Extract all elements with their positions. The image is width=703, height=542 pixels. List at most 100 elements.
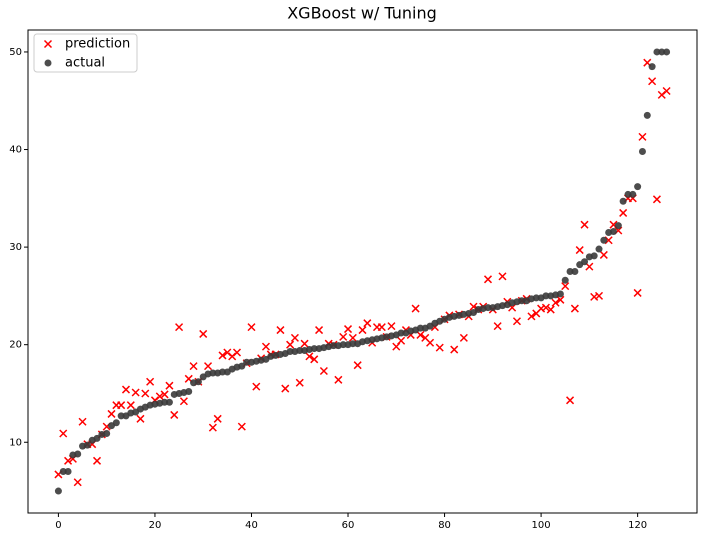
x-marker xyxy=(64,456,73,465)
dot-marker xyxy=(590,252,598,260)
legend-label: actual xyxy=(65,56,105,71)
x-marker xyxy=(281,384,290,393)
x-marker xyxy=(546,305,555,314)
x-marker xyxy=(416,330,425,339)
x-marker xyxy=(290,333,299,342)
x-marker xyxy=(397,336,406,345)
x-marker xyxy=(411,304,420,313)
x-marker xyxy=(155,392,164,401)
x-marker xyxy=(377,323,386,332)
x-marker xyxy=(175,323,184,332)
dot-marker xyxy=(643,111,651,119)
dot-marker xyxy=(600,236,608,244)
x-marker xyxy=(126,401,135,410)
dot-marker xyxy=(571,268,579,275)
dot-marker xyxy=(117,412,125,420)
x-marker xyxy=(73,478,82,487)
dot-marker xyxy=(194,378,202,386)
x-marker xyxy=(459,333,468,342)
dot-marker xyxy=(339,341,347,349)
dot-marker xyxy=(286,348,294,356)
x-marker xyxy=(286,340,295,349)
x-marker xyxy=(59,429,68,438)
x-marker xyxy=(493,322,502,331)
x-tick-label: 60 xyxy=(342,520,355,531)
x-marker xyxy=(619,208,628,217)
x-marker xyxy=(295,378,304,387)
y-tick-label: 20 xyxy=(9,340,22,351)
dot-marker xyxy=(609,227,617,235)
dot-marker xyxy=(243,358,251,366)
y-tick-label: 50 xyxy=(9,47,22,58)
x-marker xyxy=(165,381,174,390)
x-tick-label: 100 xyxy=(532,520,551,531)
x-marker xyxy=(218,351,227,360)
x-marker xyxy=(585,262,594,271)
legend-label: prediction xyxy=(65,37,130,52)
x-marker xyxy=(450,345,459,354)
x-marker xyxy=(247,323,256,332)
x-marker xyxy=(121,385,131,394)
dot-marker xyxy=(595,245,603,253)
x-marker xyxy=(435,343,444,352)
x-marker xyxy=(261,342,270,351)
x-marker xyxy=(107,409,116,418)
x-marker xyxy=(426,338,435,347)
x-marker xyxy=(575,246,584,255)
dot-marker xyxy=(74,450,82,458)
x-tick-label: 20 xyxy=(149,520,162,531)
x-marker xyxy=(92,456,102,465)
x-marker xyxy=(556,295,565,304)
dot-marker xyxy=(349,340,357,348)
dot-marker xyxy=(614,222,622,230)
x-marker xyxy=(232,348,242,357)
dot-marker xyxy=(238,362,246,370)
legend: prediction actual xyxy=(33,33,138,73)
dot-marker xyxy=(653,48,661,56)
dot-marker xyxy=(663,48,671,56)
x-marker xyxy=(334,375,343,384)
y-tick-label: 10 xyxy=(9,437,22,448)
dot-marker xyxy=(416,324,424,332)
x-marker xyxy=(208,423,217,432)
x-marker xyxy=(252,382,261,391)
dot-marker xyxy=(310,345,318,353)
x-marker xyxy=(131,388,140,397)
dot-marker xyxy=(44,59,52,67)
dot-marker xyxy=(658,48,666,56)
dot-marker xyxy=(634,183,642,191)
x-marker xyxy=(146,377,155,386)
x-marker xyxy=(387,322,396,331)
x-marker xyxy=(305,352,314,361)
dot-marker xyxy=(93,434,101,442)
plot-area xyxy=(27,29,698,514)
x-marker xyxy=(141,389,150,398)
dot-marker xyxy=(103,429,111,437)
x-marker xyxy=(315,326,324,335)
dot-marker xyxy=(64,468,72,476)
dot-marker xyxy=(518,297,526,305)
dot-marker xyxy=(648,63,656,71)
dot-marker xyxy=(397,329,405,337)
dot-marker xyxy=(296,347,304,355)
x-tick-label: 0 xyxy=(55,520,61,531)
x-marker xyxy=(580,220,589,229)
x-tick-label: 120 xyxy=(628,520,647,531)
dot-marker xyxy=(219,368,227,376)
x-marker xyxy=(117,401,126,410)
x-tick-label: 40 xyxy=(245,520,258,531)
x-marker xyxy=(662,86,671,96)
dot-marker xyxy=(112,419,120,427)
y-tick-label: 30 xyxy=(9,242,22,253)
x-marker xyxy=(237,422,246,431)
x-marker xyxy=(599,250,608,259)
x-marker xyxy=(498,272,507,281)
x-marker xyxy=(179,397,188,406)
dot-marker xyxy=(581,258,589,266)
x-marker xyxy=(353,361,362,370)
x-marker xyxy=(136,414,145,423)
legend-box xyxy=(33,33,138,73)
x-tick-label: 80 xyxy=(438,520,451,531)
dot-marker xyxy=(566,268,574,275)
